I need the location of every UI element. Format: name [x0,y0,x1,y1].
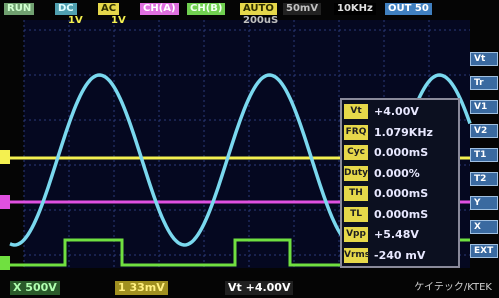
ch-marker [0,195,10,209]
measurement-label: Cyc [344,145,368,160]
measurement-label: Vt [344,104,368,119]
menu-button[interactable]: T1 [470,148,498,162]
menu-button[interactable]: EXT [470,244,498,258]
measurement-row: TH 0.000mS [344,184,456,203]
measurement-value: 1.079KHz [374,125,433,140]
measurement-label: Vpp [344,227,368,242]
measurement-value: -240 mV [374,248,425,263]
bottom-label: X 500V [10,281,60,295]
measurement-value: 0.000mS [374,186,428,201]
measurement-value: 0.000mS [374,207,428,222]
scale-label: 200uS [240,15,281,27]
status-label: 50mV [283,3,321,15]
status-label: RUN [4,3,34,15]
status-label: 10KHz [334,3,376,15]
scale-label: 1V [65,15,86,27]
measurement-row: Vrms -240 mV [344,246,456,265]
ch-marker [0,256,10,270]
measurement-value: +4.00V [374,104,419,119]
measurement-row: Duty 0.000% [344,164,456,183]
status-label: CH(A) [140,3,179,15]
measurement-value: +5.48V [374,227,419,242]
scope-screen: RUN DC AC CH(A) CH(B) AUTO 50mV 10KHz OUT 50 1V 1… [0,0,499,298]
measurement-row: Vpp +5.48V [344,225,456,244]
status-label: AC [98,3,119,15]
measurement-label: Duty [344,166,368,181]
watermark: ケイテック/KTEK [411,282,495,294]
measurement-row: Cyc 0.000mS [344,143,456,162]
status-label: OUT 50 [385,3,432,15]
status-label: AUTO [240,3,277,15]
menu-button[interactable]: Vt [470,52,498,66]
measurement-value: 0.000mS [374,145,428,160]
status-label: CH(B) [187,3,225,15]
measurement-value: 0.000% [374,166,420,181]
measurement-label: FRQ [344,125,368,140]
bottom-label: 1 33mV [115,281,168,295]
measurement-label: Vrms [344,248,368,263]
measurement-panel: Vt +4.00V FRQ 1.079KHz Cyc 0.000mS Duty 0.000% T… [340,98,460,268]
menu-button[interactable]: Tr [470,76,498,90]
bottom-label: Vt +4.00V [225,281,293,295]
menu-button[interactable]: V1 [470,100,498,114]
menu-button[interactable]: X [470,220,498,234]
status-label: DC [55,3,77,15]
menu-button[interactable]: T2 [470,172,498,186]
scale-label: 1V [108,15,129,27]
ch-marker [0,150,10,164]
measurement-row: FRQ 1.079KHz [344,123,456,142]
measurement-label: TL [344,207,368,222]
menu-button[interactable]: V2 [470,124,498,138]
measurement-label: TH [344,186,368,201]
measurement-row: Vt +4.00V [344,102,456,121]
measurement-row: TL 0.000mS [344,205,456,224]
menu-button[interactable]: Y [470,196,498,210]
